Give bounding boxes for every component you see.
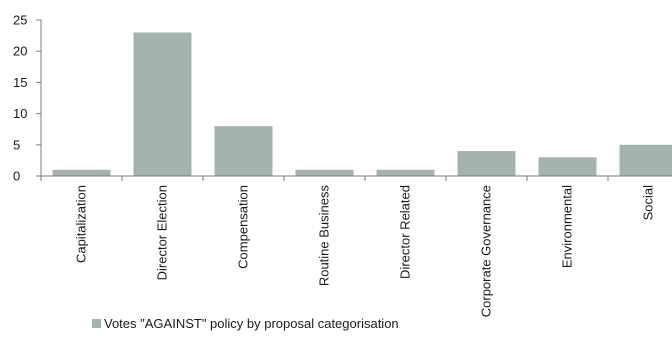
bar <box>215 126 273 176</box>
x-tick-label: Social <box>641 185 656 221</box>
x-tick-label: Director Related <box>398 185 413 279</box>
bar <box>539 157 597 176</box>
y-tick-label: 5 <box>13 137 20 152</box>
bars <box>53 32 672 176</box>
y-tick-label: 20 <box>13 44 27 59</box>
y-tick-label: 25 <box>13 13 27 28</box>
x-tick-label: Routine Business <box>317 185 332 287</box>
bar <box>458 151 516 176</box>
bar <box>377 170 435 176</box>
bar <box>53 170 111 176</box>
y-tick-label: 15 <box>13 75 27 90</box>
bar <box>296 170 354 176</box>
y-tick-label: 0 <box>13 169 20 184</box>
x-axis: Capitalization Director Election Compensat… <box>41 176 672 317</box>
x-tick-label: Capitalization <box>74 185 89 263</box>
legend-label: Votes "AGAINST" policy by proposal categ… <box>104 316 399 331</box>
x-tick-label: Corporate Governance <box>479 185 494 317</box>
legend: Votes "AGAINST" policy by proposal categ… <box>92 316 399 331</box>
bar <box>134 32 192 176</box>
y-axis: 0 5 10 15 20 25 <box>13 13 41 184</box>
x-tick-label: Compensation <box>236 185 251 269</box>
legend-swatch <box>92 319 101 328</box>
x-tick-label: Director Election <box>155 185 170 280</box>
x-tick-label: Environmental <box>560 185 575 268</box>
y-tick-label: 10 <box>13 106 27 121</box>
bar <box>620 145 672 176</box>
